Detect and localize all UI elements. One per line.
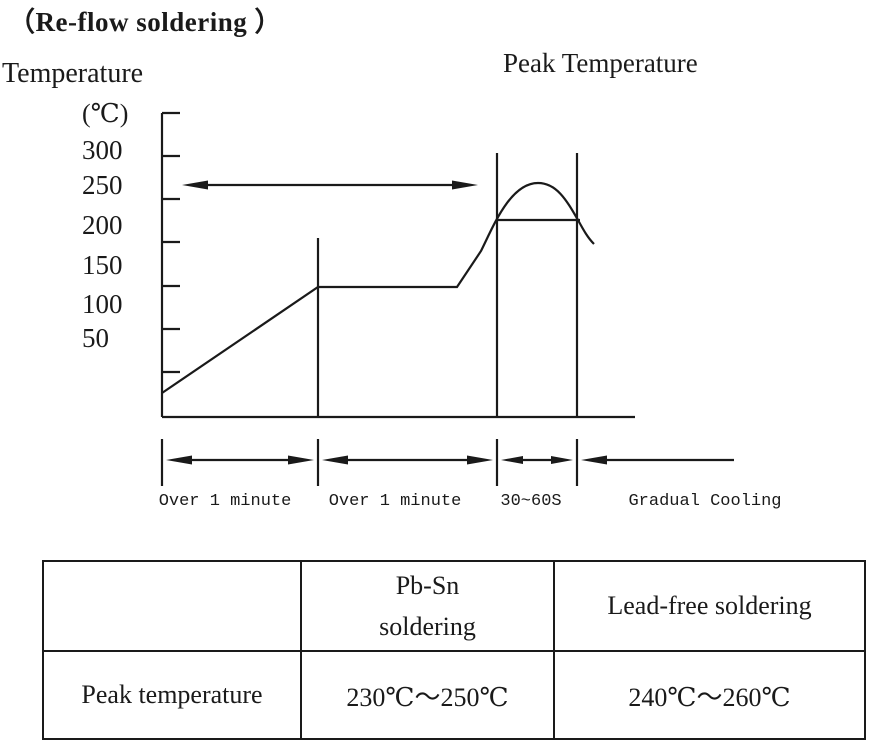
y-tick-label-150: 150 <box>82 250 123 280</box>
phase-label-cooling: Gradual Cooling <box>628 492 782 511</box>
reflow-arrowhead-right <box>551 456 573 464</box>
preheat-arrowhead-right <box>288 455 314 465</box>
peak-temperature-table: Pb-Sn soldering Lead-free soldering Peak… <box>42 560 866 740</box>
reflow-arrowhead-left <box>501 456 523 464</box>
phase-axis-ticks <box>160 439 579 486</box>
table-cell-leadfree-range: 240℃～260℃ <box>553 650 866 740</box>
y-axis-title: Temperature <box>2 58 144 89</box>
soak-arrowhead-left <box>322 455 348 465</box>
table-header-empty-cell <box>42 560 302 652</box>
peak-temperature-annotation: Peak Temperature <box>503 48 698 78</box>
y-axis-unit-label: (℃) <box>82 99 129 128</box>
table-header-leadfree: Lead-free soldering <box>553 560 866 652</box>
cooling-arrowhead-left <box>581 455 607 465</box>
peak-range-arrowhead-right <box>452 180 478 190</box>
y-tick-label-250: 250 <box>82 170 123 200</box>
y-axis-ticks <box>162 111 180 374</box>
preheat-arrowhead-left <box>166 455 192 465</box>
table-cell-pbsn-range: 230℃～250℃ <box>300 650 555 740</box>
axes-and-lines <box>160 111 734 486</box>
y-tick-label-100: 100 <box>82 289 123 319</box>
table-header-pbsn: Pb-Sn soldering <box>300 560 555 652</box>
table-header-row: Pb-Sn soldering Lead-free soldering <box>42 560 866 652</box>
phase-label-reflow: 30~60S <box>500 492 562 511</box>
table-row-label-peak-temperature: Peak temperature <box>42 650 302 740</box>
table-data-row: Peak temperature 230℃～250℃ 240℃～260℃ <box>42 650 866 740</box>
phase-label-soak: Over 1 minute <box>328 492 462 511</box>
soak-arrowhead-right <box>467 455 493 465</box>
figure-title: （Re-flow soldering ） <box>8 7 282 37</box>
arrowheads <box>166 180 607 465</box>
phase-label-preheat: Over 1 minute <box>158 492 292 511</box>
peak-range-arrowhead-left <box>182 180 208 190</box>
y-tick-label-200: 200 <box>82 210 123 240</box>
y-tick-label-50: 50 <box>82 323 109 353</box>
temperature-profile-curve <box>161 181 595 394</box>
y-tick-label-300: 300 <box>82 135 123 165</box>
